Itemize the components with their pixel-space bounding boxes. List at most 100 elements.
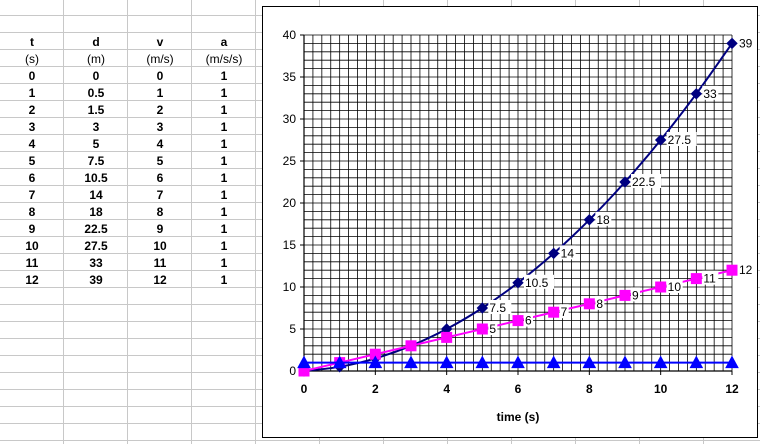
y-tick-label: 0 [289, 364, 296, 378]
table-cell[interactable]: 4 [156, 137, 164, 151]
data-point-triangle [582, 355, 597, 369]
data-label: 12 [739, 263, 753, 277]
table-cell[interactable]: 2 [28, 103, 36, 117]
table-cell[interactable]: 10 [25, 239, 39, 253]
table-cell[interactable]: 5 [156, 154, 164, 168]
data-point-triangle [332, 355, 347, 369]
data-label-background [595, 211, 612, 226]
table-cell[interactable]: 12 [25, 273, 39, 287]
table-cell[interactable]: 0.5 [87, 86, 105, 100]
table-cell[interactable]: 7 [156, 188, 164, 202]
table-cell[interactable]: (m/s) [146, 52, 174, 66]
table-cell[interactable]: 12 [153, 273, 167, 287]
data-point-diamond [619, 176, 631, 188]
x-tick-label: 6 [515, 382, 522, 396]
table-cell[interactable]: 1 [220, 154, 228, 168]
series-v: 5 6 7 8 9 10 11 12 [298, 262, 754, 377]
table-cell[interactable]: 39 [89, 273, 103, 287]
data-label: 7 [561, 305, 568, 319]
table-cell[interactable]: (m/s/s) [205, 52, 243, 66]
data-point-diamond [512, 277, 524, 289]
table-cell[interactable]: 3 [92, 120, 100, 134]
table-cell[interactable]: 8 [28, 205, 36, 219]
table-cell[interactable]: 9 [28, 222, 36, 236]
table-cell[interactable]: 5 [28, 154, 36, 168]
table-cell[interactable]: 3 [28, 120, 36, 134]
table-cell[interactable]: 0 [28, 69, 36, 83]
table-cell[interactable]: 1 [220, 69, 228, 83]
table-row: 5 7.5 5 1 [0, 153, 256, 170]
table-cell[interactable]: 1 [220, 239, 228, 253]
data-label: 6 [525, 314, 532, 328]
table-cell[interactable]: 2 [156, 103, 164, 117]
table-cell[interactable]: d [92, 35, 100, 49]
data-label: 33 [703, 87, 717, 101]
table-cell[interactable]: t [30, 35, 34, 49]
y-tick-label: 10 [283, 280, 297, 294]
table-cell[interactable]: v [156, 35, 164, 49]
table-cell[interactable]: 1 [220, 205, 228, 219]
table-cell[interactable]: 1 [28, 86, 36, 100]
table-cell[interactable]: 10.5 [84, 171, 108, 185]
table-cell[interactable]: 1 [220, 103, 228, 117]
table-cell[interactable]: 11 [153, 256, 167, 270]
table-cell[interactable]: 5 [92, 137, 100, 151]
table-cell[interactable]: 3 [156, 120, 164, 134]
table-row: 10 27.5 10 1 [0, 238, 256, 255]
table-cell[interactable]: 1 [220, 256, 228, 270]
data-table: t d v a (s) (m) (m/s) (m/s/s) 0 0 0 1 1 0.5 1 1 2 1.5 2 1 3 3… [0, 34, 256, 289]
table-row: 7 14 7 1 [0, 187, 256, 204]
table-cell[interactable]: 4 [28, 137, 36, 151]
data-label-background [738, 35, 754, 50]
data-label-background [631, 287, 640, 302]
table-cell[interactable]: 1 [220, 273, 228, 287]
table-cell[interactable]: a [220, 35, 228, 49]
table-cell[interactable]: 1 [156, 86, 164, 100]
table-cell[interactable]: 1 [220, 120, 228, 134]
table-cell[interactable]: 1.5 [87, 103, 105, 117]
data-point-triangle [653, 355, 668, 369]
table-cell[interactable]: (m) [87, 52, 105, 66]
data-label-background [524, 274, 554, 289]
table-cell[interactable]: 33 [89, 256, 103, 270]
data-point-triangle [546, 355, 561, 369]
table-cell[interactable]: 0 [156, 69, 164, 83]
chart-area[interactable]: 0 5 10 15 20 25 30 35 40 0 2 4 6 8 10 12 time (s) 7.5 10.5… [262, 6, 758, 438]
data-point-triangle [618, 355, 632, 369]
table-cell[interactable]: 1 [220, 222, 228, 236]
data-point-diamond [726, 37, 738, 50]
table-cell[interactable]: 22.5 [84, 222, 108, 236]
table-cell[interactable]: 8 [156, 205, 164, 219]
table-cell[interactable]: 27.5 [84, 239, 108, 253]
table-cell[interactable]: 9 [156, 222, 164, 236]
table-cell[interactable]: 6 [156, 171, 164, 185]
data-label-background [666, 132, 697, 146]
data-label: 9 [632, 288, 639, 302]
table-cell[interactable]: (s) [25, 52, 39, 66]
table-row: 4 5 4 1 [0, 136, 256, 153]
data-point-diamond [690, 88, 703, 100]
data-point-square [655, 281, 667, 293]
x-tick-label: 0 [301, 382, 308, 396]
table-cell[interactable]: 0 [92, 69, 100, 83]
table-cell[interactable]: 11 [25, 256, 39, 270]
table-cell[interactable]: 18 [89, 205, 103, 219]
data-point-triangle [511, 355, 525, 369]
table-cell[interactable]: 10 [153, 239, 167, 253]
table-cell[interactable]: 14 [89, 188, 103, 202]
table-cell[interactable]: 1 [220, 171, 228, 185]
table-cell[interactable]: 1 [220, 137, 228, 151]
table-cell[interactable]: 6 [28, 171, 36, 185]
data-label: 14 [561, 246, 575, 260]
table-cell[interactable]: 1 [220, 86, 228, 100]
data-label: 39 [739, 36, 753, 50]
table-cell[interactable]: 7 [28, 188, 36, 202]
x-tick-label: 12 [725, 382, 739, 396]
data-point-square [548, 306, 560, 318]
y-tick-label: 35 [283, 70, 297, 84]
data-label: 8 [596, 297, 603, 311]
data-label-background [702, 85, 719, 100]
table-row: 6 10.5 6 1 [0, 170, 256, 187]
table-cell[interactable]: 7.5 [87, 154, 105, 168]
table-cell[interactable]: 1 [220, 188, 228, 202]
